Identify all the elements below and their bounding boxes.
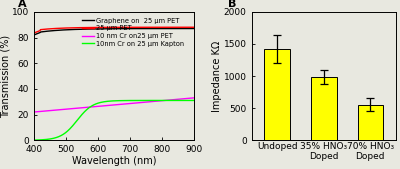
25 μm PET <box>104 26 109 28</box>
Graphene on  25 μm PET <box>32 34 36 36</box>
Line: 25 μm PET: 25 μm PET <box>34 27 194 33</box>
Bar <box>264 49 290 140</box>
Text: B: B <box>228 0 237 9</box>
Bar <box>311 77 336 140</box>
Text: A: A <box>18 0 27 9</box>
25 μm PET <box>60 27 65 29</box>
10 nm Cr on25 μm PET <box>60 108 65 111</box>
10nm Cr on 25 μm Kapton <box>126 100 130 102</box>
Line: Graphene on  25 μm PET: Graphene on 25 μm PET <box>34 29 194 35</box>
Graphene on  25 μm PET <box>152 28 157 30</box>
10 nm Cr on25 μm PET <box>138 102 143 104</box>
10nm Cr on 25 μm Kapton <box>138 99 143 101</box>
25 μm PET <box>191 26 196 28</box>
10nm Cr on 25 μm Kapton <box>152 99 157 101</box>
Y-axis label: Impedance KΩ: Impedance KΩ <box>212 40 222 112</box>
Line: 10nm Cr on 25 μm Kapton: 10nm Cr on 25 μm Kapton <box>34 100 194 140</box>
Graphene on  25 μm PET <box>126 28 130 30</box>
Graphene on  25 μm PET <box>138 28 143 30</box>
10nm Cr on 25 μm Kapton <box>104 100 109 102</box>
10 nm Cr on25 μm PET <box>104 105 109 107</box>
Graphene on  25 μm PET <box>191 28 196 30</box>
10nm Cr on 25 μm Kapton <box>60 134 65 136</box>
X-axis label: Wavelength (nm): Wavelength (nm) <box>72 155 156 165</box>
10nm Cr on 25 μm Kapton <box>32 139 36 141</box>
25 μm PET <box>152 26 157 28</box>
10nm Cr on 25 μm Kapton <box>73 122 78 124</box>
Y-axis label: Transmission (%): Transmission (%) <box>0 34 10 118</box>
25 μm PET <box>73 27 78 29</box>
Legend: Graphene on  25 μm PET, 25 μm PET, 10 nm Cr on25 μm PET, 10nm Cr on 25 μm Kapton: Graphene on 25 μm PET, 25 μm PET, 10 nm … <box>82 18 184 47</box>
10nm Cr on 25 μm Kapton <box>191 99 196 101</box>
Graphene on  25 μm PET <box>104 28 109 30</box>
Graphene on  25 μm PET <box>60 29 65 31</box>
10 nm Cr on25 μm PET <box>126 103 130 105</box>
10 nm Cr on25 μm PET <box>32 111 36 113</box>
10 nm Cr on25 μm PET <box>73 107 78 109</box>
Line: 10 nm Cr on25 μm PET: 10 nm Cr on25 μm PET <box>34 98 194 112</box>
10 nm Cr on25 μm PET <box>152 100 157 102</box>
Bar <box>358 105 383 140</box>
25 μm PET <box>138 26 143 28</box>
Graphene on  25 μm PET <box>73 28 78 30</box>
25 μm PET <box>32 32 36 34</box>
10 nm Cr on25 μm PET <box>191 97 196 99</box>
25 μm PET <box>126 26 130 28</box>
